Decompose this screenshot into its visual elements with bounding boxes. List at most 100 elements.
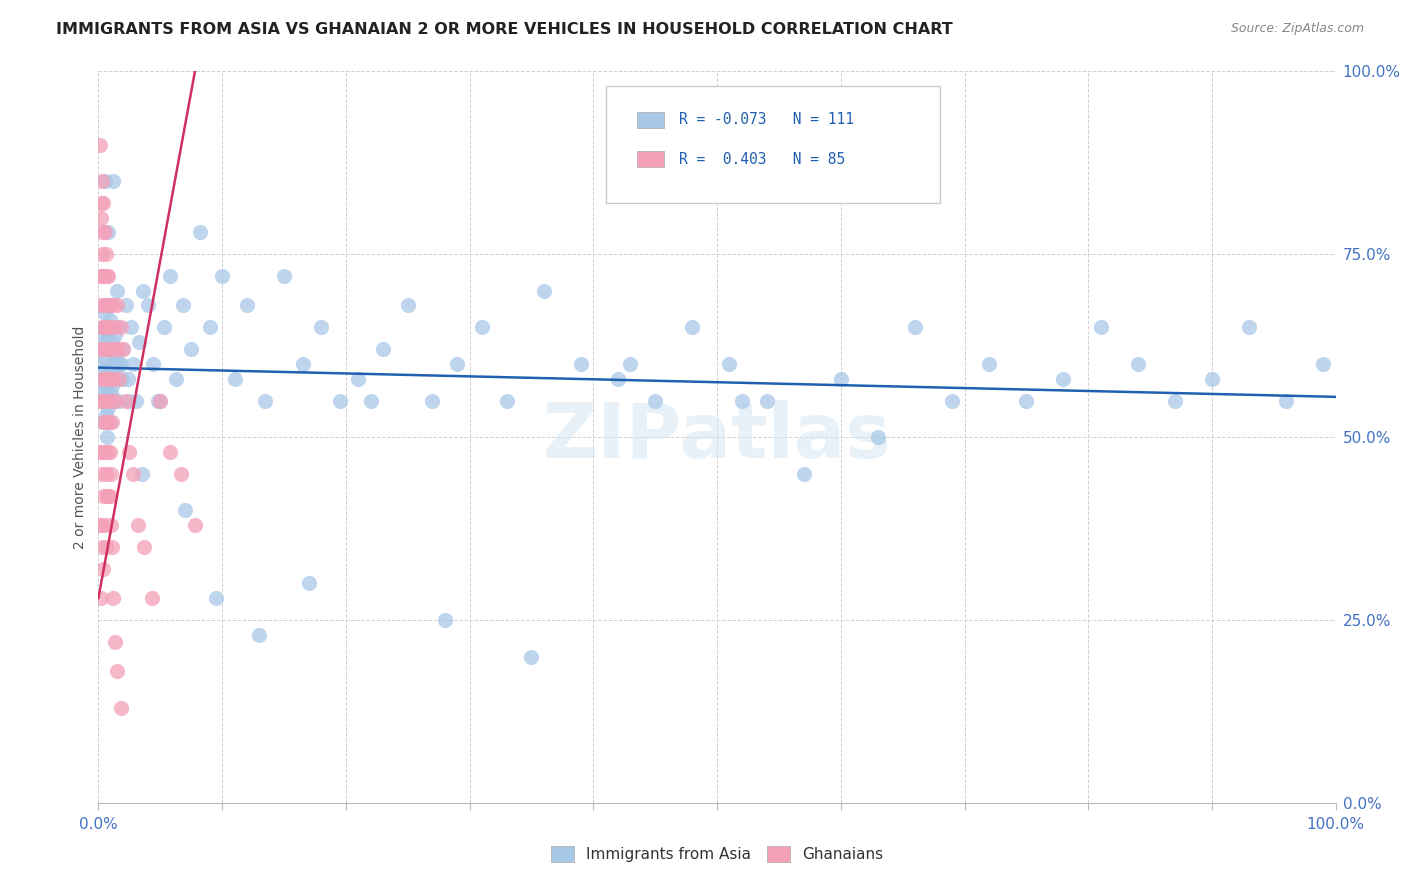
Point [128,334,150,349]
Point [93,416,115,430]
Point [91,540,114,554]
Point [98,416,121,430]
Point [100,393,122,408]
Point [298,576,321,591]
Point [471,320,494,334]
Point [97,371,120,385]
Point [93,371,115,385]
Point [97,269,120,284]
Point [718,357,741,371]
Point [96,343,118,357]
Point [103,174,125,188]
Point [98,371,121,385]
Point [94,540,117,554]
Point [96,416,118,430]
Point [98,444,121,458]
Point [1275,393,1298,408]
Point [979,357,1001,371]
Point [110,320,132,334]
Point [93,320,115,334]
Point [105,298,128,312]
Point [100,357,122,371]
Point [731,393,754,408]
Point [520,649,543,664]
Point [607,371,630,385]
Point [93,393,115,408]
Point [644,393,666,408]
Point [118,444,141,458]
Point [170,467,193,481]
Point [273,269,295,284]
Point [103,350,125,364]
Point [97,225,120,239]
Point [101,334,124,349]
Point [114,298,136,312]
Point [830,371,852,385]
Point [146,393,169,408]
Point [101,343,124,357]
Point [103,298,125,312]
Point [1312,357,1334,371]
Point [93,298,115,312]
Point [118,393,141,408]
Point [91,327,114,342]
Point [103,371,125,385]
Point [224,371,246,385]
Point [98,298,121,312]
Point [93,269,115,284]
Point [94,408,117,422]
Point [103,393,125,408]
Point [93,196,115,211]
Point [90,371,112,385]
Point [94,379,117,393]
Point [93,306,115,320]
Point [112,343,135,357]
Point [89,444,111,458]
Point [94,467,117,481]
Legend: Immigrants from Asia, Ghanaians: Immigrants from Asia, Ghanaians [546,840,889,868]
Point [681,320,703,334]
Point [111,371,134,385]
Text: ZIPatlas: ZIPatlas [543,401,891,474]
Point [153,320,176,334]
Point [89,517,111,532]
Point [117,371,139,385]
Point [103,320,125,334]
Point [122,467,145,481]
Point [131,467,153,481]
Point [101,540,124,554]
Point [94,371,117,385]
Point [172,298,194,312]
Point [1164,393,1187,408]
Point [94,320,117,334]
Point [105,284,128,298]
Point [149,393,172,408]
Point [103,393,125,408]
Point [1052,371,1074,385]
Point [103,635,125,649]
Point [114,393,136,408]
Point [97,343,120,357]
Point [254,393,277,408]
Point [247,627,270,641]
Point [329,393,352,408]
Point [188,225,211,239]
Point [110,700,132,714]
Point [93,364,115,378]
Point [91,247,114,261]
Point [149,393,172,408]
Point [93,350,115,364]
Point [96,416,118,430]
Point [90,591,112,605]
Point [495,393,517,408]
Point [159,444,181,458]
Point [97,327,120,342]
Point [1201,371,1223,385]
Point [96,386,118,401]
Point [1090,320,1112,334]
Point [97,444,120,458]
Point [93,444,115,458]
Point [89,269,111,284]
Point [122,357,145,371]
Point [91,467,114,481]
